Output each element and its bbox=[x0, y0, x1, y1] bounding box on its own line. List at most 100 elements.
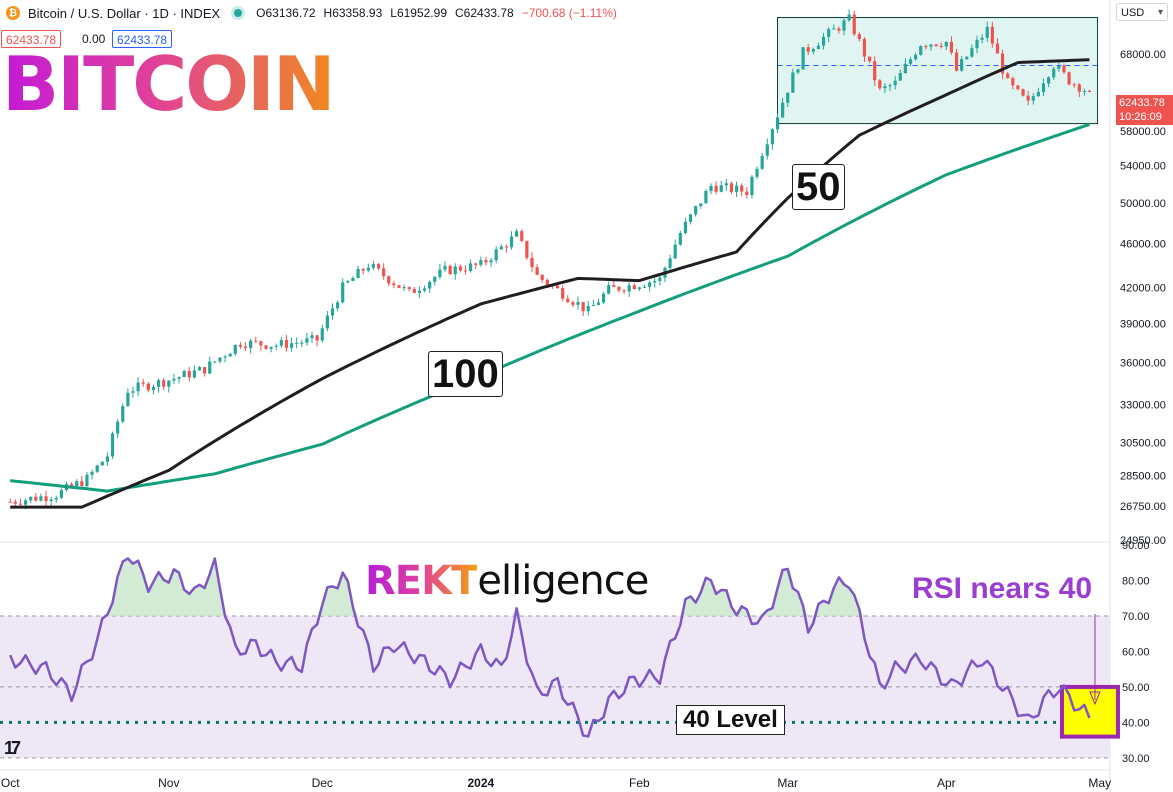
candle-body bbox=[136, 382, 140, 392]
candle-body bbox=[479, 260, 483, 265]
candle-body bbox=[1057, 65, 1061, 69]
candle-body bbox=[985, 26, 989, 38]
candle-body bbox=[704, 190, 708, 204]
candle-body bbox=[228, 353, 232, 357]
price-tick-label: 54000.00 bbox=[1120, 161, 1166, 173]
candle-body bbox=[1000, 53, 1005, 74]
bar-countdown: 10:26:09 bbox=[1119, 111, 1162, 123]
candle-body bbox=[376, 264, 381, 269]
candle-body bbox=[719, 185, 723, 192]
current-price-value: 62433.78 bbox=[1119, 97, 1165, 109]
candle-body bbox=[1077, 84, 1081, 92]
ohlc-low: L61952.99 bbox=[390, 6, 447, 20]
rsi-tick-label: 70.00 bbox=[1122, 611, 1150, 623]
candle-body bbox=[295, 342, 299, 344]
candle-body bbox=[694, 206, 698, 215]
candle-body bbox=[1072, 84, 1076, 86]
candle-body bbox=[827, 29, 831, 37]
candle-body bbox=[980, 37, 984, 40]
price-tick-label: 58000.00 bbox=[1120, 126, 1166, 138]
price-tick-label: 42000.00 bbox=[1120, 283, 1166, 295]
candle-body bbox=[203, 367, 207, 374]
candle-body bbox=[596, 302, 601, 306]
candle-body bbox=[448, 265, 452, 275]
ohlc-change: −700.68 (−1.11%) bbox=[521, 6, 617, 20]
candle-body bbox=[274, 345, 278, 347]
price-tick-label: 33000.00 bbox=[1120, 399, 1166, 411]
candle-body bbox=[356, 268, 360, 279]
candle-body bbox=[806, 47, 810, 52]
candle-body bbox=[750, 176, 754, 196]
candle-body bbox=[116, 421, 120, 434]
candle-body bbox=[801, 47, 805, 70]
candle-body bbox=[1062, 65, 1066, 73]
candle-body bbox=[857, 34, 861, 40]
candle-body bbox=[903, 63, 907, 74]
rekt-brand-rest: elligence bbox=[477, 558, 649, 604]
candle-body bbox=[709, 185, 713, 191]
candle-body bbox=[678, 233, 682, 245]
rsi-note-annotation: RSI nears 40 bbox=[912, 572, 1093, 605]
candle-body bbox=[688, 214, 693, 222]
candle-body bbox=[770, 129, 774, 145]
candle-body bbox=[658, 277, 662, 281]
symbol-header: ₿ Bitcoin / U.S. Dollar · 1D · INDEX O63… bbox=[0, 0, 1110, 26]
candle-body bbox=[1026, 95, 1030, 101]
candle-body bbox=[1087, 90, 1092, 92]
candle-body bbox=[1067, 72, 1071, 85]
candle-body bbox=[525, 240, 529, 258]
candle-body bbox=[796, 69, 800, 73]
candle-body bbox=[70, 484, 74, 487]
candle-body bbox=[243, 346, 248, 349]
candle-body bbox=[320, 328, 324, 341]
candle-body bbox=[330, 308, 335, 316]
price-tick-label: 50000.00 bbox=[1120, 198, 1166, 210]
candle-body bbox=[110, 433, 115, 457]
candle-body bbox=[44, 496, 48, 501]
candle-body bbox=[238, 344, 243, 347]
candle-body bbox=[648, 282, 652, 287]
candle-body bbox=[883, 86, 887, 89]
candle-body bbox=[402, 287, 406, 289]
buy-button[interactable]: 62433.78 bbox=[112, 30, 173, 48]
candle-body bbox=[995, 43, 1000, 54]
candle-body bbox=[760, 155, 764, 169]
candle-body bbox=[407, 287, 411, 290]
candle-body bbox=[893, 80, 897, 86]
market-status-icon bbox=[234, 9, 243, 17]
candle-body bbox=[555, 285, 560, 289]
rsi-40-level-label: 40 Level bbox=[676, 705, 785, 735]
current-price-tag: 62433.78 10:26:09 bbox=[1116, 95, 1173, 125]
candle-body bbox=[970, 48, 974, 57]
candle-body bbox=[990, 26, 994, 44]
candle-body bbox=[151, 386, 156, 391]
symbol-title[interactable]: Bitcoin / U.S. Dollar · 1D · INDEX bbox=[28, 5, 221, 21]
candle-body bbox=[126, 392, 130, 407]
candle-body bbox=[167, 380, 171, 387]
candle-body bbox=[146, 383, 150, 391]
candle-body bbox=[627, 285, 631, 292]
candle-body bbox=[208, 361, 212, 374]
candle-body bbox=[862, 39, 867, 57]
candle-body bbox=[898, 73, 902, 81]
candle-body bbox=[852, 14, 856, 35]
time-tick-label: May bbox=[1088, 776, 1111, 790]
candle-body bbox=[315, 335, 319, 341]
candle-body bbox=[95, 465, 99, 472]
candle-body bbox=[49, 499, 53, 501]
candle-body bbox=[545, 279, 549, 285]
candle-body bbox=[23, 500, 28, 505]
candle-body bbox=[218, 357, 222, 362]
candle-body bbox=[428, 281, 432, 289]
candle-body bbox=[474, 263, 478, 265]
candle-body bbox=[561, 288, 565, 299]
candle-body bbox=[371, 264, 376, 268]
price-tick-label: 46000.00 bbox=[1120, 238, 1166, 250]
candle-body bbox=[177, 377, 181, 379]
candle-body bbox=[412, 289, 416, 293]
currency-selector[interactable]: USD bbox=[1116, 3, 1168, 22]
candle-body bbox=[530, 257, 534, 268]
candle-body bbox=[254, 340, 258, 342]
sell-button[interactable]: 62433.78 bbox=[1, 30, 62, 48]
